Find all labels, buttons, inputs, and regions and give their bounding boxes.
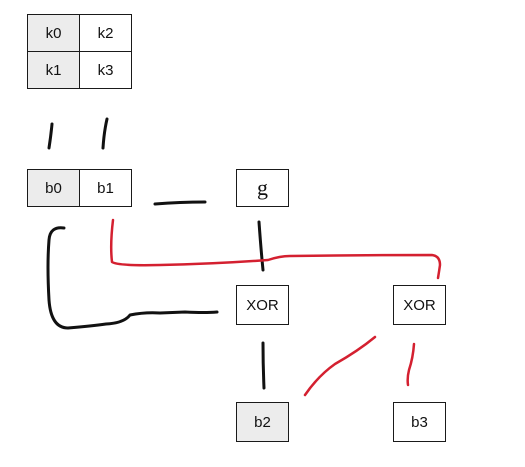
state-cell-b0: b0 bbox=[27, 169, 80, 207]
dash-b1-g bbox=[153, 200, 207, 206]
tick-left bbox=[47, 122, 54, 150]
line-g-to-xor bbox=[257, 220, 265, 272]
key-cell-k1: k1 bbox=[27, 51, 80, 89]
xor-left-box: XOR bbox=[236, 285, 289, 325]
xor-right-box: XOR bbox=[393, 285, 446, 325]
key-cell-k0: k0 bbox=[27, 14, 80, 52]
red-b1-to-xor bbox=[109, 218, 442, 280]
function-g-box: g bbox=[236, 169, 289, 207]
line-b0-to-xor bbox=[46, 226, 219, 330]
red-xor-to-b3 bbox=[406, 342, 416, 387]
output-cell-b2: b2 bbox=[236, 402, 289, 442]
output-cell-b3: b3 bbox=[393, 402, 446, 442]
line-xor-to-b2 bbox=[261, 341, 266, 390]
red-xor-to-b2 bbox=[303, 335, 377, 397]
state-cell-b1: b1 bbox=[79, 169, 132, 207]
key-cell-k2: k2 bbox=[79, 14, 132, 52]
key-cell-k3: k3 bbox=[79, 51, 132, 89]
tick-right bbox=[101, 117, 109, 150]
